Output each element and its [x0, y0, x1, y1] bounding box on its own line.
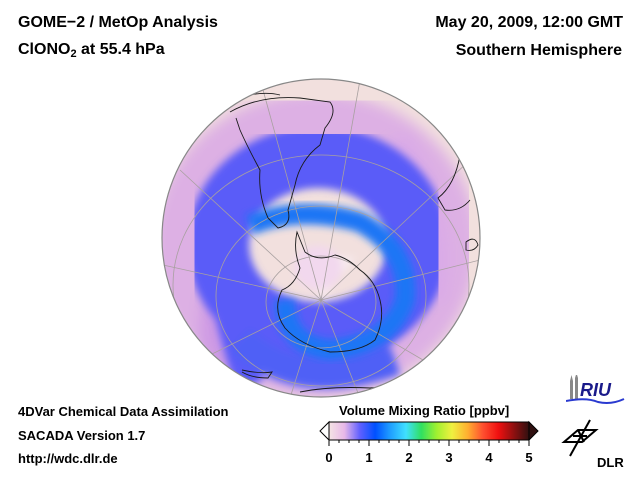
- colorbar-tick-label: 1: [365, 450, 373, 465]
- colorbar-tick-label: 0: [325, 450, 333, 465]
- date-label: May 20, 2009, 12:00 GMT: [435, 14, 623, 31]
- colorbar-tick-label: 5: [525, 450, 533, 465]
- vortex-core: [246, 204, 416, 361]
- colorbar-tick-label: 2: [405, 450, 413, 465]
- colorbar-tick-marks: [328, 440, 530, 446]
- riu-logo: RIU: [566, 375, 625, 404]
- footer-version: SACADA Version 1.7: [18, 428, 146, 443]
- colorbar-gradient: [328, 421, 530, 441]
- coast-madagascar: [465, 238, 479, 251]
- colorbar-underflow-arrow: [319, 420, 330, 442]
- species-label: ClONO2 at 55.4 hPa: [18, 41, 165, 60]
- dlr-logo-text: DLR: [597, 455, 624, 470]
- coast-new-zealand: [241, 369, 273, 379]
- species-name: ClONO: [18, 41, 71, 58]
- hemisphere-label: Southern Hemisphere: [455, 42, 622, 59]
- footer-url[interactable]: http://wdc.dlr.de: [18, 451, 118, 466]
- product-title: GOME−2 / MetOp Analysis: [18, 14, 218, 31]
- vortex-band: [187, 126, 449, 390]
- riu-logo-text: RIU: [580, 380, 612, 400]
- footer-method: 4DVar Chemical Data Assimilation: [18, 404, 229, 419]
- colorbar-tick-label: 4: [485, 450, 493, 465]
- colorbar-overflow-arrow: [528, 420, 539, 442]
- graticule: [162, 79, 480, 397]
- coast-south-america: [229, 97, 334, 229]
- colorbar-tick-label: 3: [445, 450, 453, 465]
- colorbar: [319, 420, 539, 446]
- colorbar-title: Volume Mixing Ratio [ppbv]: [339, 403, 510, 418]
- species-subscript: 2: [70, 48, 77, 60]
- dlr-logo-icon: [561, 419, 599, 457]
- coast-antarctic-peninsula: [277, 230, 383, 353]
- globe-outline: [161, 78, 481, 398]
- species-pressure: at 55.4 hPa: [76, 41, 165, 58]
